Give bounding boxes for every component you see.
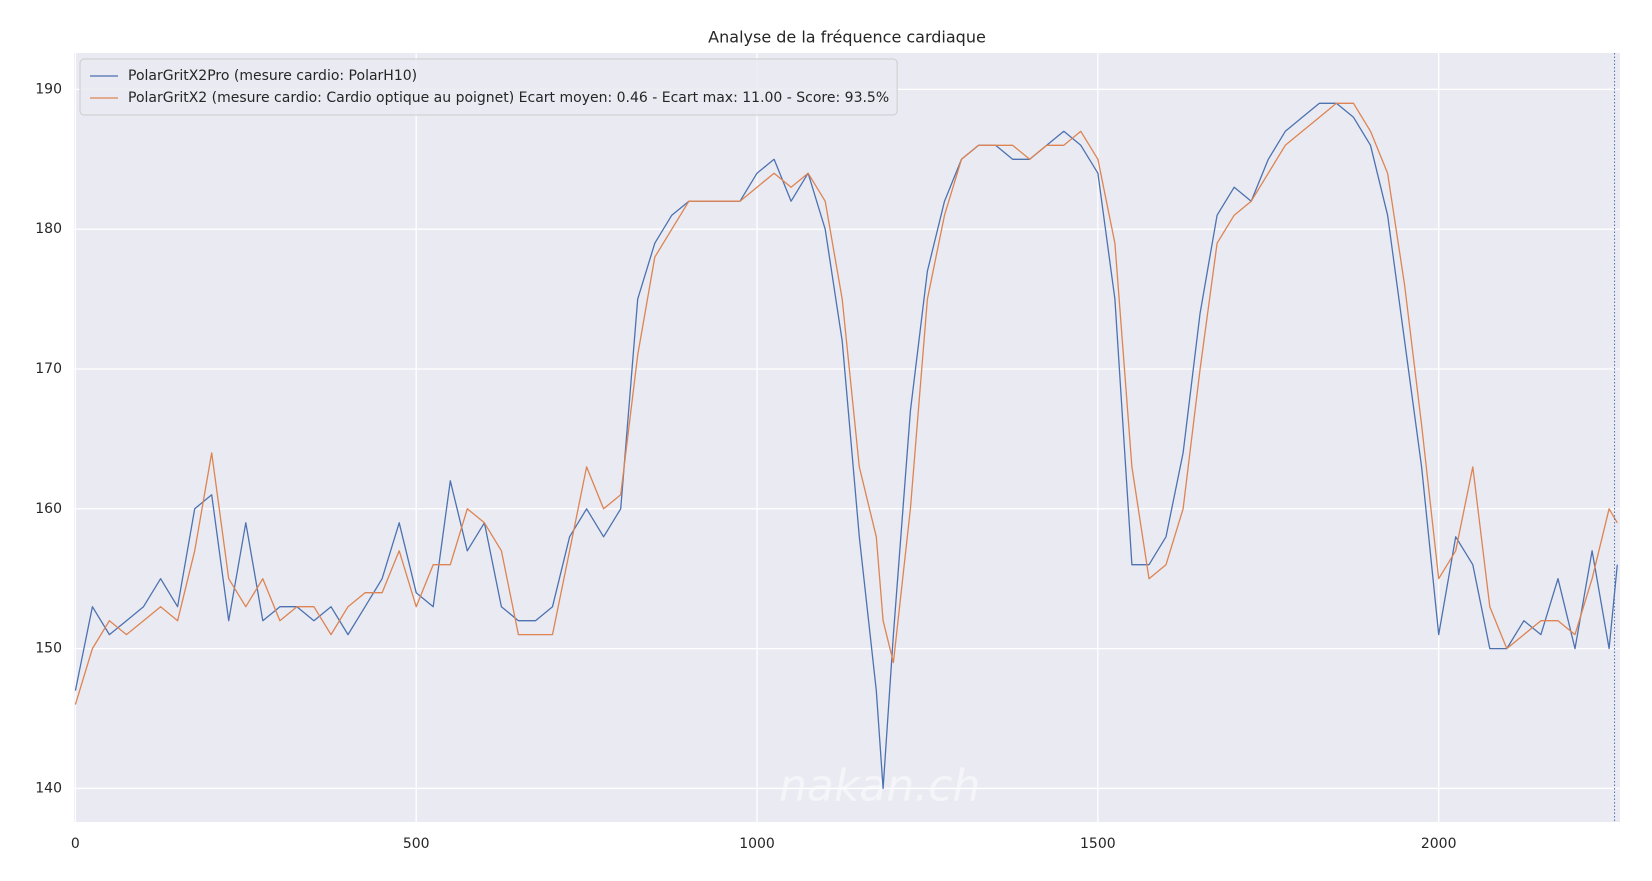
- y-tick-label: 190: [35, 81, 62, 97]
- x-tick-label: 1500: [1080, 836, 1116, 852]
- y-tick-label: 180: [35, 221, 62, 237]
- x-tick-label: 2000: [1421, 836, 1457, 852]
- watermark: nakan.ch: [779, 760, 980, 811]
- legend: PolarGritX2Pro (mesure cardio: PolarH10)…: [79, 58, 898, 116]
- y-tick-label: 150: [35, 641, 62, 657]
- x-tick-label: 1000: [739, 836, 775, 852]
- x-tick-label: 500: [403, 836, 430, 852]
- series-line: [74, 102, 1618, 705]
- y-tick-label: 170: [35, 361, 62, 377]
- y-tick-label: 160: [35, 501, 62, 517]
- legend-label: PolarGritX2 (mesure cardio: Cardio optiq…: [128, 90, 889, 106]
- series-line: [74, 102, 1618, 790]
- legend-label: PolarGritX2Pro (mesure cardio: PolarH10): [128, 68, 417, 84]
- x-tick-label: 0: [71, 836, 80, 852]
- plot-area: [74, 53, 1620, 822]
- legend-box: [79, 58, 898, 116]
- chart-title: Analyse de la fréquence cardiaque: [708, 28, 986, 47]
- y-tick-label: 140: [35, 780, 62, 796]
